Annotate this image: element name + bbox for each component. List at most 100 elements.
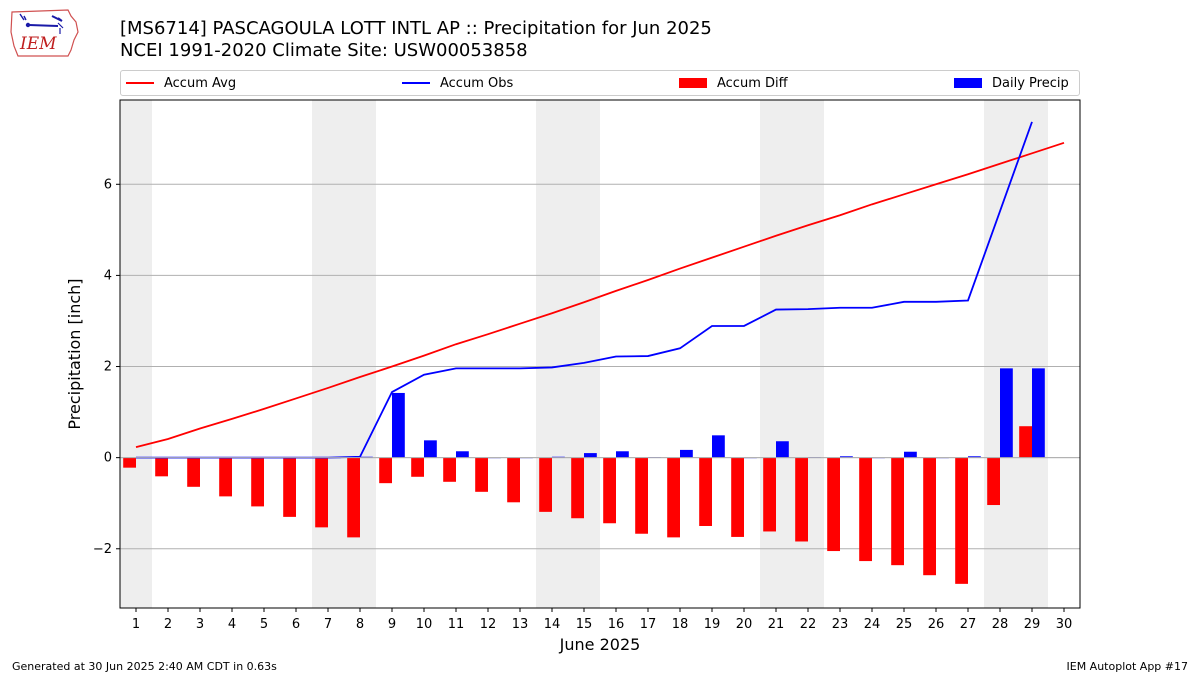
x-tick-label: 14 bbox=[544, 617, 561, 632]
x-tick-label: 23 bbox=[832, 617, 849, 632]
daily-precip-bar bbox=[584, 453, 597, 458]
accum-diff-bar bbox=[347, 457, 360, 538]
x-tick-label: 27 bbox=[960, 617, 977, 632]
accum-diff-bar bbox=[603, 457, 616, 524]
x-tick-label: 17 bbox=[640, 617, 657, 632]
legend-swatch-accum-obs bbox=[402, 82, 430, 84]
accum-diff-bar bbox=[123, 457, 136, 468]
iem-logo-text: IEM bbox=[20, 34, 57, 54]
accum-diff-bar bbox=[507, 457, 520, 503]
daily-precip-bar bbox=[712, 435, 725, 458]
accum-diff-bar bbox=[923, 457, 936, 576]
accum-diff-bar bbox=[539, 457, 552, 512]
generated-timestamp: Generated at 30 Jun 2025 2:40 AM CDT in … bbox=[12, 660, 277, 673]
daily-precip-bar bbox=[840, 456, 853, 458]
x-tick-label: 24 bbox=[864, 617, 881, 632]
plot-frame bbox=[119, 99, 1081, 609]
accum-diff-bar bbox=[187, 457, 200, 487]
x-tick-label: 26 bbox=[928, 617, 945, 632]
legend-item-accum-obs: Accum Obs bbox=[402, 71, 513, 95]
accum-diff-bar bbox=[571, 457, 584, 519]
accum-diff-bar bbox=[1019, 426, 1032, 458]
accum-diff-bar bbox=[827, 457, 840, 552]
legend-item-accum-avg: Accum Avg bbox=[126, 71, 236, 95]
weekend-shade bbox=[760, 100, 824, 608]
app-credit: IEM Autoplot App #17 bbox=[1066, 660, 1189, 673]
x-tick-label: 15 bbox=[576, 617, 593, 632]
weekend-shade bbox=[536, 100, 600, 608]
x-tick-label: 20 bbox=[736, 617, 753, 632]
legend-label-daily-precip: Daily Precip bbox=[992, 75, 1069, 91]
daily-precip-bar bbox=[1000, 368, 1013, 458]
x-tick-label: 1 bbox=[132, 617, 140, 632]
x-tick-label: 9 bbox=[388, 617, 396, 632]
x-axis-label: June 2025 bbox=[559, 635, 641, 654]
x-tick-label: 3 bbox=[196, 617, 204, 632]
accum-diff-bar bbox=[315, 457, 328, 528]
x-tick-label: 28 bbox=[992, 617, 1009, 632]
chart-legend: Accum Avg Accum Obs Accum Diff Daily Pre… bbox=[120, 70, 1080, 96]
iem-logo: IEM bbox=[8, 6, 80, 60]
legend-item-daily-precip: Daily Precip bbox=[954, 71, 1069, 95]
accum-diff-bar bbox=[379, 457, 392, 484]
accum-diff-bar bbox=[667, 457, 680, 538]
accum-diff-bar bbox=[635, 457, 648, 534]
accum-avg-line bbox=[135, 141, 1065, 449]
accum-diff-bar bbox=[411, 457, 424, 477]
x-tick-label: 25 bbox=[896, 617, 913, 632]
daily-precip-bar bbox=[680, 449, 693, 458]
legend-label-accum-obs: Accum Obs bbox=[440, 75, 514, 91]
daily-precip-bar bbox=[456, 451, 469, 458]
accum-diff-bar bbox=[859, 457, 872, 562]
x-tick-label: 2 bbox=[164, 617, 172, 632]
accum-diff-bar bbox=[283, 457, 296, 517]
x-tick-label: 7 bbox=[324, 617, 332, 632]
y-tick-label: 6 bbox=[104, 177, 112, 192]
accum-diff-bar bbox=[795, 457, 808, 542]
daily-precip-bar bbox=[904, 451, 917, 458]
y-tick-label: 0 bbox=[104, 451, 112, 466]
y-tick-label: 2 bbox=[104, 360, 112, 375]
legend-swatch-accum-avg bbox=[126, 82, 154, 84]
x-tick-label: 30 bbox=[1056, 617, 1073, 632]
x-tick-label: 8 bbox=[356, 617, 364, 632]
accum-diff-bar bbox=[443, 457, 456, 482]
legend-label-accum-diff: Accum Diff bbox=[717, 75, 788, 91]
daily-precip-bar bbox=[968, 456, 981, 458]
x-tick-label: 4 bbox=[228, 617, 236, 632]
legend-label-accum-avg: Accum Avg bbox=[164, 75, 237, 91]
daily-precip-bar bbox=[776, 441, 789, 458]
y-tick-label: −2 bbox=[93, 542, 112, 557]
y-axis-label: Precipitation [inch] bbox=[65, 278, 84, 429]
accum-diff-bar bbox=[699, 457, 712, 526]
accum-diff-bar bbox=[475, 457, 488, 492]
weekend-shade bbox=[312, 100, 376, 608]
accum-diff-bar bbox=[955, 457, 968, 584]
x-tick-label: 29 bbox=[1024, 617, 1041, 632]
accum-diff-bar bbox=[987, 457, 1000, 506]
legend-swatch-accum-diff bbox=[679, 78, 707, 88]
accum-diff-bar bbox=[731, 457, 744, 537]
accum-diff-bar bbox=[763, 457, 776, 532]
x-tick-label: 18 bbox=[672, 617, 689, 632]
x-tick-label: 19 bbox=[704, 617, 721, 632]
daily-precip-bar bbox=[616, 451, 629, 458]
legend-item-accum-diff: Accum Diff bbox=[679, 71, 788, 95]
accum-diff-bar bbox=[155, 457, 168, 477]
chart-subtitle: NCEI 1991-2020 Climate Site: USW00053858 bbox=[120, 40, 528, 61]
accum-diff-bar bbox=[891, 457, 904, 566]
iowa-map-icon bbox=[10, 9, 79, 57]
legend-swatch-daily-precip bbox=[954, 78, 982, 88]
x-tick-label: 10 bbox=[416, 617, 433, 632]
x-tick-label: 16 bbox=[608, 617, 625, 632]
chart-title: [MS6714] PASCAGOULA LOTT INTL AP :: Prec… bbox=[120, 18, 712, 39]
x-tick-label: 5 bbox=[260, 617, 268, 632]
x-tick-label: 11 bbox=[448, 617, 465, 632]
x-tick-label: 13 bbox=[512, 617, 529, 632]
x-tick-label: 21 bbox=[768, 617, 785, 632]
daily-precip-bar bbox=[392, 392, 405, 458]
daily-precip-bar bbox=[1032, 368, 1045, 458]
daily-precip-bar bbox=[424, 440, 437, 458]
y-tick-label: 4 bbox=[104, 268, 112, 283]
